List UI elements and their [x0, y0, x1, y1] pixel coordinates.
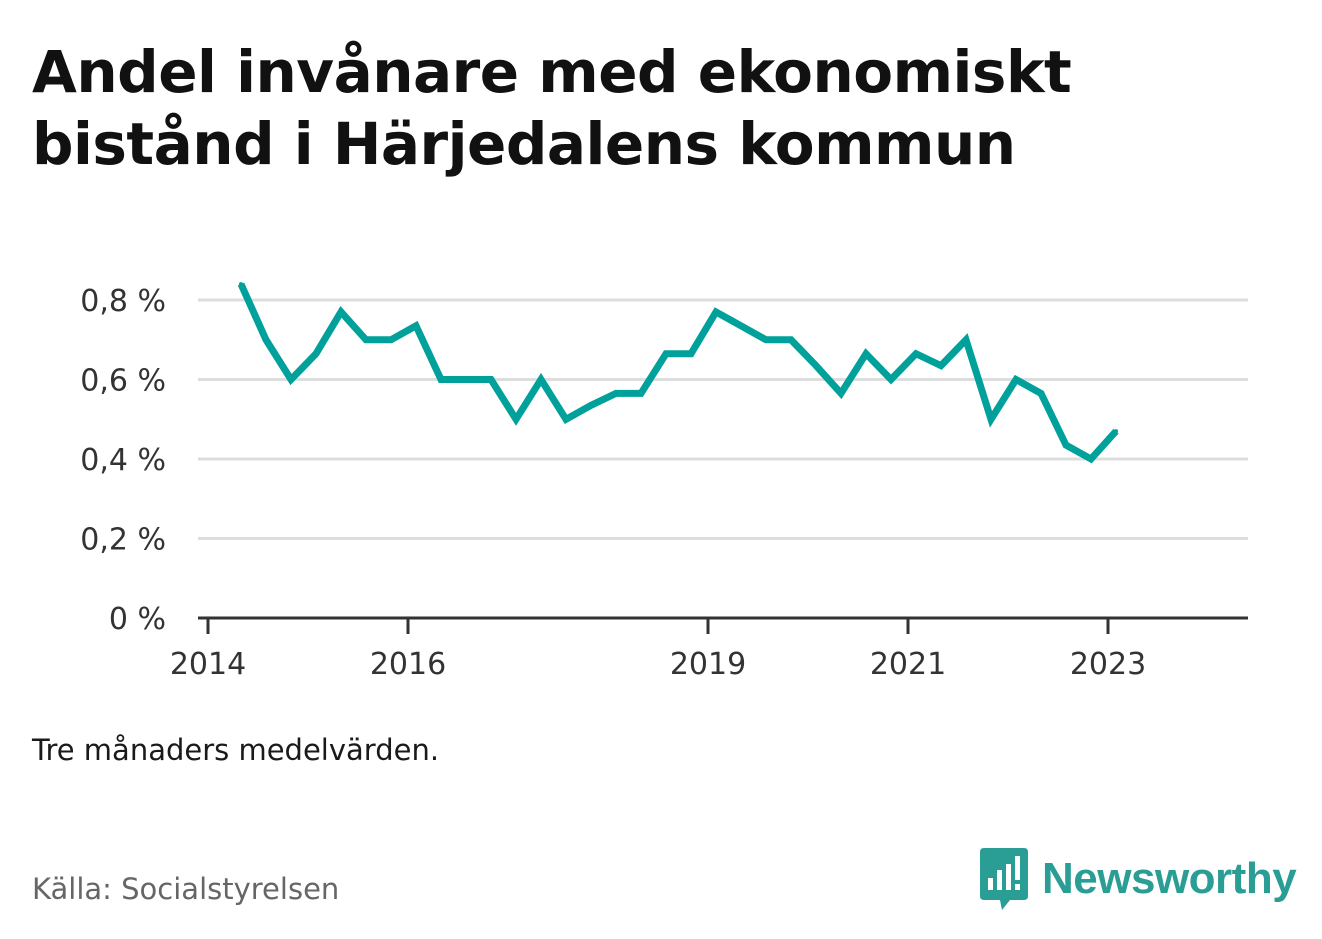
x-tick-label: 2016: [370, 647, 446, 682]
data-point: [764, 337, 768, 342]
data-point: [664, 351, 668, 356]
data-point: [589, 403, 593, 408]
data-point: [239, 282, 243, 287]
bar-chart-badge-icon: [980, 848, 1028, 910]
chart-title: Andel invånare med ekonomiskt bistånd i …: [32, 38, 1072, 178]
data-point: [514, 417, 518, 422]
line-chart: 0 % 0,2 % 0,4 % 0,6 % 0,8 % 2014 2016 2019 2021 2…: [80, 282, 1248, 682]
data-point: [964, 337, 968, 342]
data-point: [989, 417, 993, 422]
data-point: [1039, 391, 1043, 396]
y-tick-label: 0,4 %: [80, 443, 166, 478]
data-point: [264, 337, 268, 342]
data-point: [439, 377, 443, 382]
x-tick-label: 2014: [170, 647, 246, 682]
data-point: [1114, 429, 1118, 434]
x-tick-label: 2021: [870, 647, 946, 682]
brand-name: Newsworthy: [1042, 854, 1297, 903]
data-point: [864, 351, 868, 356]
data-point: [1089, 457, 1093, 461]
data-point: [464, 377, 468, 382]
data-point: [389, 337, 393, 342]
y-tick-label: 0 %: [109, 602, 166, 637]
data-point: [1014, 377, 1018, 382]
axis-layer: 0 % 0,2 % 0,4 % 0,6 % 0,8 % 2014 2016 2019 2021 2…: [80, 284, 1248, 682]
y-tick-label: 0,6 %: [80, 364, 166, 399]
data-point: [1064, 443, 1068, 448]
data-point: [414, 323, 418, 328]
data-point: [339, 309, 343, 314]
data-point: [689, 351, 693, 356]
x-tick-label: 2023: [1070, 647, 1146, 682]
data-point: [939, 363, 943, 368]
data-point: [289, 377, 293, 382]
grid-layer: [198, 298, 1248, 540]
x-tick-label: 2019: [670, 647, 746, 682]
data-point: [814, 363, 818, 368]
data-point: [314, 351, 318, 356]
data-point: [789, 337, 793, 342]
y-tick-label: 0,8 %: [80, 284, 166, 319]
chart-note: Tre månaders medelvärden.: [32, 733, 440, 767]
brand-logo: Newsworthy: [980, 848, 1297, 910]
data-point: [639, 391, 643, 396]
series-layer: [237, 282, 1119, 464]
data-point: [364, 337, 368, 342]
series-line: [237, 282, 1119, 464]
data-point: [739, 323, 743, 328]
data-point: [489, 377, 493, 382]
data-point: [914, 351, 918, 356]
data-point: [889, 377, 893, 382]
source-label: Källa: Socialstyrelsen: [32, 872, 340, 906]
data-point: [714, 309, 718, 314]
data-point: [539, 377, 543, 382]
data-point: [564, 417, 568, 422]
data-point: [839, 391, 843, 396]
y-tick-label: 0,2 %: [80, 523, 166, 558]
data-point: [614, 391, 618, 396]
